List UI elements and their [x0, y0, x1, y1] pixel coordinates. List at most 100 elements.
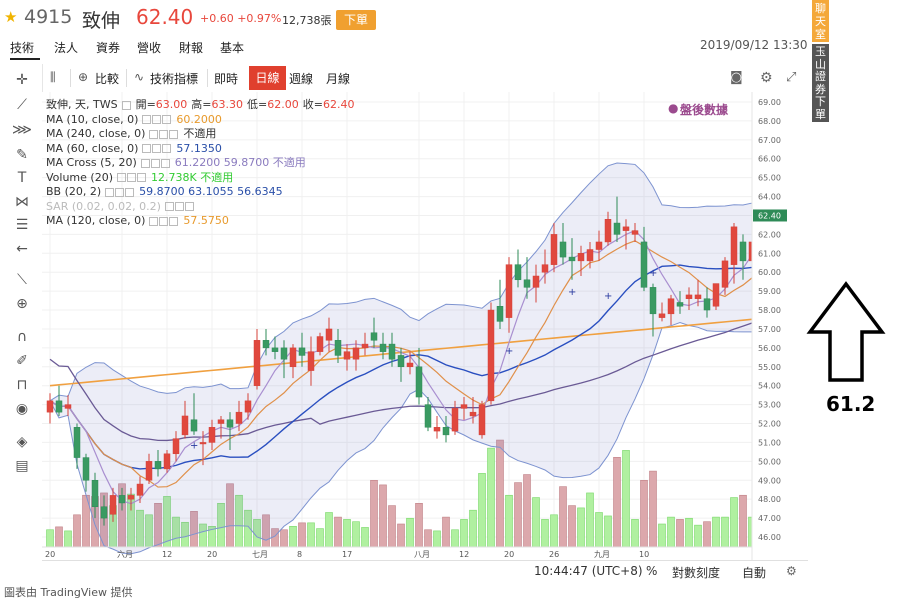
ruler-icon[interactable]: ⟍: [17, 272, 27, 288]
log-scale-toggle[interactable]: 對數刻度: [672, 566, 721, 580]
legend-toggle-icons[interactable]: [105, 185, 135, 198]
legend-toggle-icons[interactable]: [149, 214, 179, 227]
trendline-icon[interactable]: ⟋: [17, 97, 27, 113]
candle-body: [181, 415, 189, 436]
chat-room-tab[interactable]: 聊天室: [812, 0, 829, 42]
legend-row[interactable]: Volume (20) 12.738K 不適用: [46, 171, 358, 186]
time-tick: 12: [162, 550, 172, 559]
crosshair-icon[interactable]: ✛: [16, 72, 28, 88]
fullscreen-icon[interactable]: ⤢: [786, 70, 797, 85]
gear-icon[interactable]: ⚙: [760, 70, 773, 86]
legend-toggle-icons[interactable]: [117, 171, 147, 184]
price-tick: 55.00: [758, 363, 781, 372]
legend-row[interactable]: SAR (0.02, 0.02, 0.2): [46, 200, 358, 215]
time-tick: 20: [504, 550, 514, 559]
volume-bar: [442, 516, 450, 548]
text-icon[interactable]: T: [17, 170, 27, 186]
legend-row[interactable]: BB (20, 2) 59.8700 63.1055 56.6345: [46, 185, 358, 200]
price-tick: 67.00: [758, 136, 781, 145]
legend-toggle-icons[interactable]: [164, 200, 195, 213]
daily-button[interactable]: 日線: [249, 66, 286, 90]
monthly-button[interactable]: 月線: [326, 72, 351, 86]
lock-icon[interactable]: ⊓: [16, 377, 28, 393]
volume-bar: [676, 519, 684, 548]
volume-bar: [469, 509, 477, 548]
order-button[interactable]: 下單: [336, 10, 376, 30]
candle-body: [496, 306, 504, 322]
annotation-value: 61.2: [826, 392, 876, 416]
tab-financials[interactable]: 財報: [179, 41, 204, 55]
volume-bar: [685, 517, 693, 548]
price-chart[interactable]: + + + + + 46.00 47.00 48.00 49.00 50.00 51.00 52.0…: [42, 92, 808, 560]
legend-row[interactable]: MA (120, close, 0) 57.5750: [46, 214, 358, 229]
tab-margin[interactable]: 資券: [96, 41, 121, 55]
candle-body: [280, 347, 288, 360]
tab-institutional[interactable]: 法人: [54, 41, 79, 55]
price-axis[interactable]: 46.00 47.00 48.00 49.00 50.00 51.00 52.00 53.00…: [753, 98, 787, 542]
volume-bar: [739, 494, 747, 548]
candle-body: [631, 230, 639, 235]
auto-scale-toggle[interactable]: 自動: [742, 566, 767, 580]
legend-toggle-icons[interactable]: [149, 127, 179, 140]
tab-basic[interactable]: 基本: [220, 41, 245, 55]
zoom-in-icon[interactable]: ⊕: [16, 296, 28, 312]
eye-icon[interactable]: ◉: [15, 401, 29, 417]
forecast-icon[interactable]: ☰: [15, 217, 29, 233]
legend-toggle-icons[interactable]: [142, 113, 172, 126]
indicator-icon[interactable]: ∿: [134, 70, 145, 84]
volume-bar: [334, 516, 342, 548]
price-tick: 46.00: [758, 533, 781, 542]
back-arrow-icon[interactable]: ←: [16, 241, 28, 257]
volume-bar: [559, 486, 567, 548]
legend-value: 59.8700 63.1055 56.6345: [139, 185, 283, 198]
volume-bar: [649, 470, 657, 548]
legend-row[interactable]: 致伸, 天, TWS 開=63.00 高=63.30 低=62.00 收=62.40: [46, 98, 358, 113]
camera-icon[interactable]: ◙: [730, 70, 743, 85]
time-axis[interactable]: 20 六月 12 20 七月 8 17 八月 12 20 26 九月 10: [42, 546, 752, 559]
broker-order-tab[interactable]: 玉山證券下單: [812, 44, 829, 122]
settings-icon[interactable]: ⚙: [786, 564, 797, 578]
candle-body: [505, 264, 513, 318]
legend-row[interactable]: MA (10, close, 0) 60.2000: [46, 113, 358, 128]
compare-icon[interactable]: ⊕: [78, 70, 89, 84]
compare-button[interactable]: 比較: [95, 72, 120, 86]
legend-toggle-icons[interactable]: [121, 98, 132, 111]
pattern-icon[interactable]: ⋈: [15, 194, 29, 210]
pencil-lock-icon[interactable]: ✐: [16, 353, 28, 369]
candle-body: [235, 411, 243, 424]
volume-bar: [415, 502, 423, 548]
price-tick: 62.00: [758, 230, 781, 239]
legend-toggle-icons[interactable]: [142, 142, 172, 155]
legend-toggle-icons[interactable]: [140, 156, 171, 169]
legend-row[interactable]: MA (240, close, 0) 不適用: [46, 127, 358, 142]
candle-body: [406, 362, 414, 368]
volume-bar: [280, 529, 288, 548]
magnet-icon[interactable]: ∩: [16, 329, 28, 345]
price-tick: 57.00: [758, 325, 781, 334]
trash-icon[interactable]: ▤: [15, 458, 29, 474]
candle-body: [595, 241, 603, 250]
indicator-legend: 致伸, 天, TWS 開=63.00 高=63.30 低=62.00 收=62.40 MA…: [46, 98, 358, 229]
fib-icon[interactable]: ⋙: [12, 122, 32, 138]
brush-icon[interactable]: ✎: [16, 147, 28, 163]
tab-technical[interactable]: 技術: [10, 41, 35, 55]
layers-icon[interactable]: ◈: [16, 434, 28, 450]
candle-body: [334, 340, 342, 356]
bar-type-icon[interactable]: ⫼: [50, 70, 56, 84]
candle-body: [541, 264, 549, 273]
legend-row[interactable]: MA Cross (5, 20) 61.2200 59.8700 不適用: [46, 156, 358, 171]
ohlc-value: 63.30: [211, 98, 244, 111]
legend-label: BB (20, 2): [46, 185, 102, 198]
star-icon[interactable]: ★: [4, 8, 18, 26]
volume-bar: [712, 516, 720, 548]
legend-label: MA Cross (5, 20): [46, 156, 137, 169]
percent-toggle[interactable]: %: [646, 564, 658, 578]
realtime-button[interactable]: 即時: [214, 72, 239, 86]
indicators-button[interactable]: 技術指標: [150, 72, 199, 86]
candle-body: [244, 400, 252, 413]
weekly-button[interactable]: 週線: [289, 72, 314, 86]
tab-revenue[interactable]: 營收: [137, 41, 162, 55]
legend-row[interactable]: MA (60, close, 0) 57.1350: [46, 142, 358, 157]
legend-label: MA (60, close, 0): [46, 141, 139, 155]
bollinger-upper: [49, 162, 771, 402]
